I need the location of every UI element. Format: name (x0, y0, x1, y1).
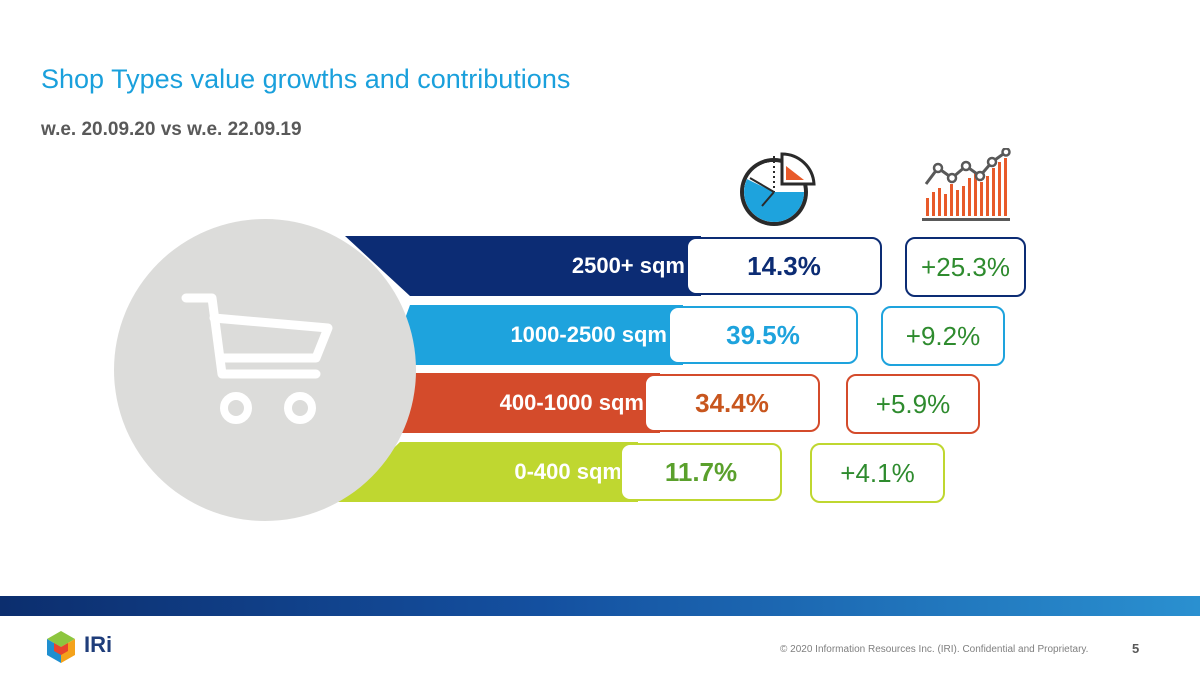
pie-chart-icon (740, 152, 816, 226)
growth-value-400-1000: +5.9% (846, 374, 980, 434)
share-text: 14.3% (747, 251, 821, 281)
band-label: 0-400 sqm (514, 459, 622, 484)
share-value-2500-plus: 14.3% (686, 237, 882, 295)
band-400-1000: 400-1000 sqm (390, 373, 660, 433)
copyright-text: © 2020 Information Resources Inc. (IRI).… (780, 644, 1089, 655)
page-title: Shop Types value growths and contributio… (41, 64, 571, 94)
share-text: 11.7% (664, 457, 738, 487)
band-1000-2500: 1000-2500 sqm (388, 305, 683, 365)
band-label: 2500+ sqm (571, 253, 685, 278)
footer-bar (0, 596, 1200, 616)
share-value-0-400: 11.7% (620, 443, 782, 501)
page-subtitle: w.e. 20.09.20 vs w.e. 22.09.19 (41, 119, 302, 140)
growth-value-0-400: +4.1% (810, 443, 945, 503)
page-number: 5 (1132, 641, 1140, 656)
growth-value-2500-plus: +25.3% (905, 237, 1026, 297)
growth-text: +25.3% (921, 252, 1010, 282)
growth-value-1000-2500: +9.2% (881, 306, 1005, 366)
share-value-1000-2500: 39.5% (668, 306, 858, 364)
band-background (345, 236, 701, 296)
bar-line-growth-icon (922, 148, 1011, 221)
shopping-cart-icon (181, 293, 333, 424)
share-text: 39.5% (726, 320, 800, 350)
growth-text: +5.9% (875, 389, 951, 419)
band-background (388, 305, 683, 365)
band-label: 1000-2500 sqm (510, 322, 667, 347)
band-label: 400-1000 sqm (499, 390, 644, 415)
iri-logo-icon (47, 631, 75, 663)
growth-text: +4.1% (840, 458, 915, 488)
growth-text: +9.2% (905, 321, 981, 351)
band-background (390, 373, 660, 433)
brand-name: IRi (84, 632, 113, 657)
share-text: 34.4% (695, 388, 769, 418)
share-value-400-1000: 34.4% (644, 374, 820, 432)
band-2500-plus: 2500+ sqm (345, 236, 701, 296)
